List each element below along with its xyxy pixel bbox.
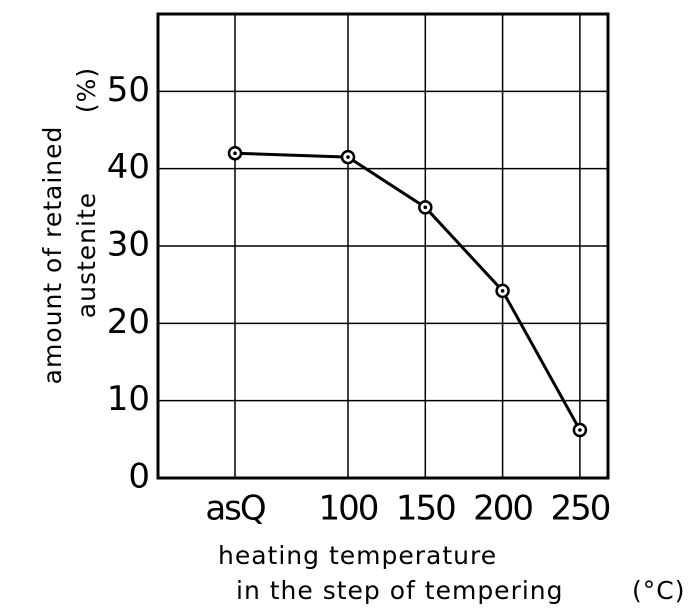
data-point-dot [578,428,582,432]
y-tick-label: 30 [107,225,150,265]
x-tick-label: 100 [319,489,378,529]
x-tick-label: 250 [550,489,609,529]
data-point-dot [233,151,237,155]
y-axis-label: austenite [72,192,101,318]
y-tick-label: 40 [107,147,150,187]
data-point-dot [423,205,428,210]
y-tick-label: 20 [107,302,150,342]
y-tick-label: 0 [128,457,150,497]
plot-frame [156,12,610,480]
y-tick-label: 50 [107,70,150,110]
x-axis-label: in the step of tempering [236,576,564,605]
y-axis-unit: (%) [72,67,101,113]
y-axis-label: amount of retained [38,126,67,385]
x-axis-label: heating temperature [218,541,497,570]
data-line [234,151,582,431]
x-tick-label: 200 [473,489,532,529]
x-tick-label: 150 [396,489,455,529]
data-point-dot [346,155,350,159]
x-tick-label: asQ [205,489,265,529]
x-axis-unit: (°C) [632,576,685,605]
y-tick-label: 10 [107,379,150,419]
data-point-dot [500,289,505,293]
